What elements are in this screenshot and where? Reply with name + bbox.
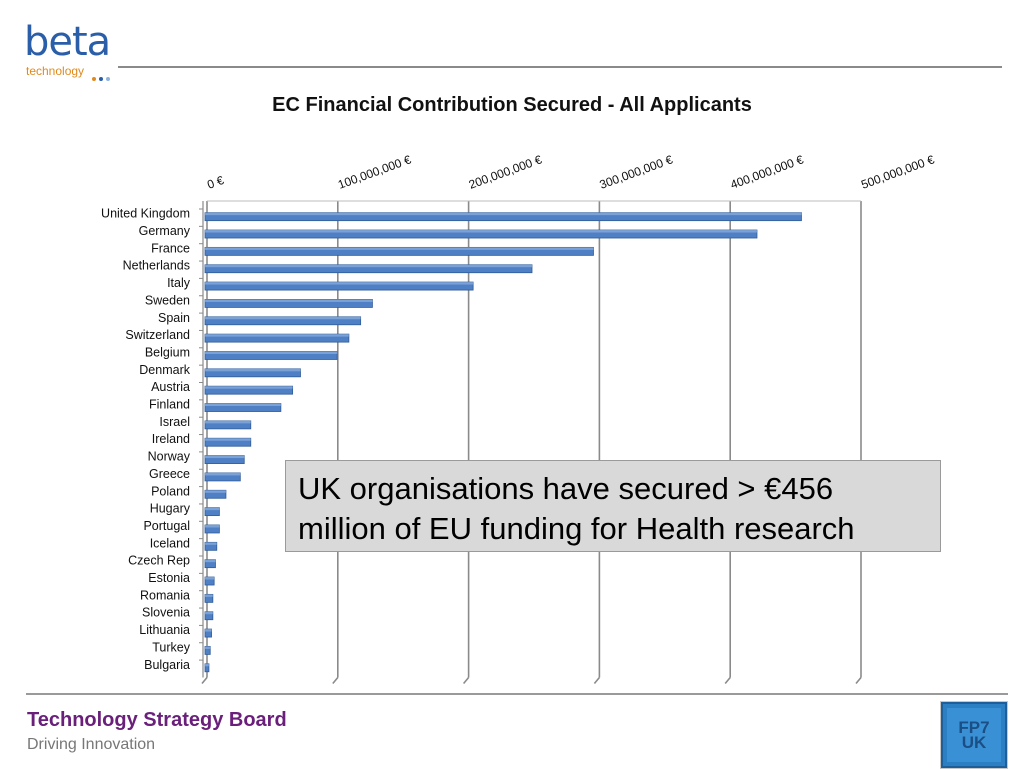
- callout-line-2: million of EU funding for Health researc…: [298, 511, 855, 546]
- category-label: Switzerland: [125, 328, 190, 342]
- gridline-foot: [201, 676, 208, 684]
- category-label: Hugary: [150, 502, 191, 516]
- category-label: Germany: [139, 224, 191, 238]
- bar-highlight: [205, 524, 220, 528]
- bar-highlight: [205, 368, 301, 372]
- category-label: Israel: [159, 415, 190, 429]
- bar-highlight: [205, 594, 213, 597]
- gridline-foot: [462, 676, 470, 684]
- footer-title: Technology Strategy Board: [27, 709, 287, 731]
- category-label: Turkey: [152, 640, 190, 654]
- badge-line-1: FP7: [958, 718, 990, 737]
- x-tick-label: 500,000,000 €: [859, 152, 936, 192]
- gridline-foot: [593, 676, 601, 684]
- gridline-foot: [724, 676, 731, 684]
- bar-highlight: [205, 212, 802, 216]
- beta-technology-logo: beta technology: [24, 18, 124, 81]
- logo-dot: [106, 77, 110, 81]
- x-tick-label: 0 €: [205, 173, 226, 192]
- fp7-uk-badge: FP7 UK: [940, 701, 1008, 769]
- bar-highlight: [205, 247, 594, 250]
- bar-highlight: [205, 438, 251, 441]
- bar-highlight: [205, 264, 532, 268]
- logo-dots-icon: [92, 68, 116, 81]
- bar-highlight: [205, 577, 215, 580]
- category-label: Greece: [149, 467, 190, 481]
- x-tick-label: 100,000,000 €: [336, 152, 413, 192]
- category-label: Ireland: [152, 432, 190, 446]
- category-label: Iceland: [150, 536, 190, 550]
- bar-highlight: [205, 490, 226, 493]
- category-label: Poland: [151, 484, 190, 498]
- bar-highlight: [205, 629, 212, 632]
- badge-line-2: UK: [961, 733, 987, 752]
- badge-text: FP7 UK: [947, 718, 1001, 752]
- bar-highlight: [205, 299, 373, 302]
- category-label: Lithuania: [139, 623, 190, 637]
- category-label: Denmark: [139, 363, 190, 377]
- category-label: Netherlands: [123, 259, 190, 273]
- category-label: Estonia: [148, 571, 190, 585]
- category-label: United Kingdom: [101, 207, 190, 221]
- x-tick-label: 200,000,000 €: [467, 152, 544, 192]
- bar-highlight: [205, 472, 241, 476]
- category-label: Spain: [158, 311, 190, 325]
- bar-highlight: [205, 559, 216, 563]
- bar-highlight: [205, 420, 251, 424]
- category-label: Belgium: [145, 345, 190, 359]
- category-label: Finland: [149, 398, 190, 412]
- callout-line-1: UK organisations have secured > €456: [298, 471, 834, 506]
- category-label: Portugal: [143, 519, 190, 533]
- bar-highlight: [205, 351, 338, 354]
- chart-title: EC Financial Contribution Secured - All …: [272, 94, 752, 116]
- gridline-foot: [855, 676, 862, 684]
- bar-highlight: [205, 455, 245, 459]
- bar-highlight: [205, 403, 281, 407]
- bar-highlight: [205, 663, 209, 667]
- category-label: Bulgaria: [144, 658, 190, 672]
- gridline-foot: [332, 676, 339, 684]
- category-label: France: [151, 241, 190, 255]
- logo-dot: [92, 77, 96, 81]
- bar-highlight: [205, 316, 361, 320]
- bar-highlight: [205, 542, 217, 545]
- x-tick-label: 400,000,000 €: [728, 152, 805, 192]
- bar-highlight: [205, 230, 757, 233]
- category-label: Norway: [148, 450, 191, 464]
- logo-subtitle: technology: [26, 64, 85, 78]
- logo-dot: [99, 77, 103, 81]
- bar-highlight: [205, 611, 213, 615]
- logo-wordmark: beta: [24, 19, 111, 65]
- header-divider: [118, 66, 1002, 68]
- category-label: Italy: [167, 276, 191, 290]
- bar-highlight: [205, 282, 474, 285]
- callout-box: UK organisations have secured > €456 mil…: [285, 460, 941, 552]
- category-label: Austria: [151, 380, 190, 394]
- footer-subtitle: Driving Innovation: [27, 736, 156, 753]
- category-label: Czech Rep: [128, 554, 190, 568]
- category-label: Slovenia: [142, 606, 190, 620]
- bar-highlight: [205, 386, 293, 389]
- bar-highlight: [205, 334, 349, 337]
- category-label: Romania: [140, 588, 190, 602]
- footer-divider: [26, 693, 1008, 695]
- x-tick-label: 300,000,000 €: [598, 152, 675, 192]
- category-label: Sweden: [145, 293, 190, 307]
- badge-panel: FP7 UK: [947, 708, 1001, 762]
- bar-highlight: [205, 646, 211, 649]
- bar-highlight: [205, 507, 220, 511]
